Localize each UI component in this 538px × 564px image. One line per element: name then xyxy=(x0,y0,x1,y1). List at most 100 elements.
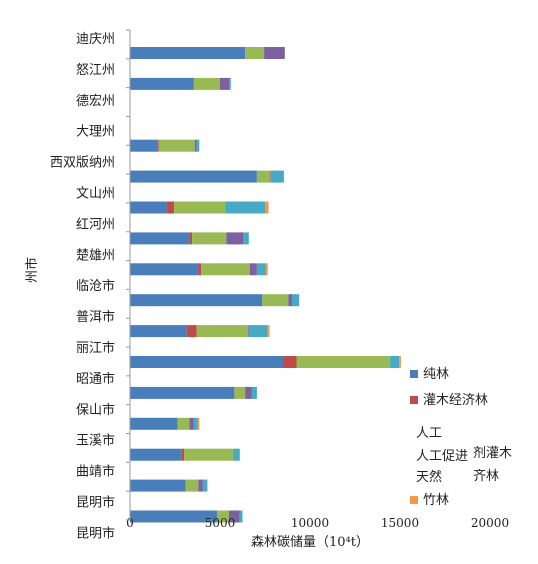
bar-segment xyxy=(229,77,231,90)
bar-segment xyxy=(283,356,297,368)
x-tick-label: 15000 xyxy=(381,516,419,530)
category-label: 西双版纳州 xyxy=(50,156,115,171)
category-label: 普洱市 xyxy=(76,309,115,325)
axis-lines xyxy=(126,29,131,521)
bar-segment xyxy=(198,263,202,276)
bar-segment xyxy=(226,232,244,245)
bar-segment xyxy=(189,417,194,430)
bar-segment xyxy=(186,325,197,338)
category-label: 临沧市 xyxy=(76,278,115,294)
bar-segment xyxy=(198,479,203,492)
bar-segment xyxy=(181,448,184,461)
legend-label: 天然 xyxy=(416,469,442,485)
category-labels: 迪庆州怒江州德宏州大理州西双版纳州文山州红河州楚雄州临沧市普洱市丽江市昭通市保山… xyxy=(50,32,115,541)
bar-segment xyxy=(166,201,175,214)
legend-fragment: 剂灌木 xyxy=(473,446,512,461)
bar-segment xyxy=(130,479,186,492)
bar-segment xyxy=(296,356,391,368)
bar-segment xyxy=(174,201,226,214)
bar-segment xyxy=(130,170,257,183)
bar-segment xyxy=(239,510,243,523)
bar-segment xyxy=(399,356,401,368)
category-label: 大理州 xyxy=(76,125,115,140)
bar-segment xyxy=(130,510,218,523)
x-axis-title: 森林碳储量（10⁴t） xyxy=(251,535,369,550)
bar-segment xyxy=(197,417,200,430)
bar-segment xyxy=(130,448,182,461)
x-tick-label: 20000 xyxy=(471,516,509,530)
category-label: 丽江市 xyxy=(76,340,115,356)
bar-segment xyxy=(130,263,199,276)
bar-segment xyxy=(157,139,159,152)
bar-segment xyxy=(130,77,194,90)
category-label: 德宏州 xyxy=(76,94,115,109)
legend-label: 竹林 xyxy=(423,493,449,508)
bar-segment xyxy=(247,325,249,338)
category-label: 楚雄州 xyxy=(76,248,115,263)
bar-segment xyxy=(243,232,249,245)
legend-marker xyxy=(410,370,418,378)
x-tick-label: 0 xyxy=(126,516,134,530)
bar-segment xyxy=(193,417,198,430)
bar-segment xyxy=(265,201,269,214)
bar-segment xyxy=(130,47,246,59)
category-label: 昆明市 xyxy=(76,525,115,541)
category-label: 红河州 xyxy=(76,216,115,232)
bar-segment xyxy=(130,139,158,152)
category-label: 保山市 xyxy=(76,402,115,418)
bar-segment xyxy=(158,139,195,152)
bar-segment xyxy=(245,47,265,59)
bar-segment xyxy=(270,170,272,183)
category-label: 怒江州 xyxy=(76,63,115,78)
bar-segment xyxy=(130,232,190,245)
bar-segment xyxy=(185,479,199,492)
bar-segment xyxy=(271,170,284,183)
x-tick-labels: 0 5000 10000 15000 20000 xyxy=(126,516,509,530)
bar-segment xyxy=(245,386,252,399)
bar-segment xyxy=(196,325,248,338)
legend-label: 灌木经济林 xyxy=(423,393,488,408)
bar-segment xyxy=(130,325,187,338)
bar-segment xyxy=(130,201,167,214)
bar-segment xyxy=(229,510,240,523)
bar-segment xyxy=(248,325,268,338)
bar-segment xyxy=(217,510,229,523)
legend-marker xyxy=(410,496,418,504)
legend-label: 人工 xyxy=(416,426,442,441)
bar-segment xyxy=(189,232,193,245)
bar-segment xyxy=(265,263,268,276)
bar-segment xyxy=(201,263,250,276)
bar-segment xyxy=(256,170,271,183)
category-label: 玉溪市 xyxy=(76,433,115,449)
bar-segment xyxy=(130,386,235,399)
x-tick-label: 10000 xyxy=(291,516,329,530)
bar-segment xyxy=(262,294,289,307)
bars-layer xyxy=(130,47,401,523)
bar-segment xyxy=(130,417,178,430)
legend-fragment: 齐林 xyxy=(473,468,499,484)
bar-segment xyxy=(192,232,227,245)
bar-segment xyxy=(256,263,266,276)
category-label: 迪庆州 xyxy=(76,32,115,47)
legend-label: 人工促进 xyxy=(416,449,468,464)
bar-segment xyxy=(292,294,300,307)
bar-segment xyxy=(264,47,285,59)
bar-segment xyxy=(130,294,263,307)
category-label: 文山州 xyxy=(76,187,115,202)
category-label: 昆明市 xyxy=(76,495,115,511)
bar-segment xyxy=(225,201,265,214)
bar-segment xyxy=(196,139,200,152)
y-axis-title: 州市 xyxy=(24,257,40,283)
bar-segment xyxy=(220,77,229,90)
bar-segment xyxy=(288,294,292,307)
bar-segment xyxy=(267,325,270,338)
bar-segment xyxy=(193,77,220,90)
legend-marker xyxy=(410,396,418,404)
bar-segment xyxy=(249,263,257,276)
bar-segment xyxy=(233,448,240,461)
bar-segment xyxy=(202,479,208,492)
bar-segment xyxy=(251,386,257,399)
category-label: 昭通市 xyxy=(76,371,115,387)
